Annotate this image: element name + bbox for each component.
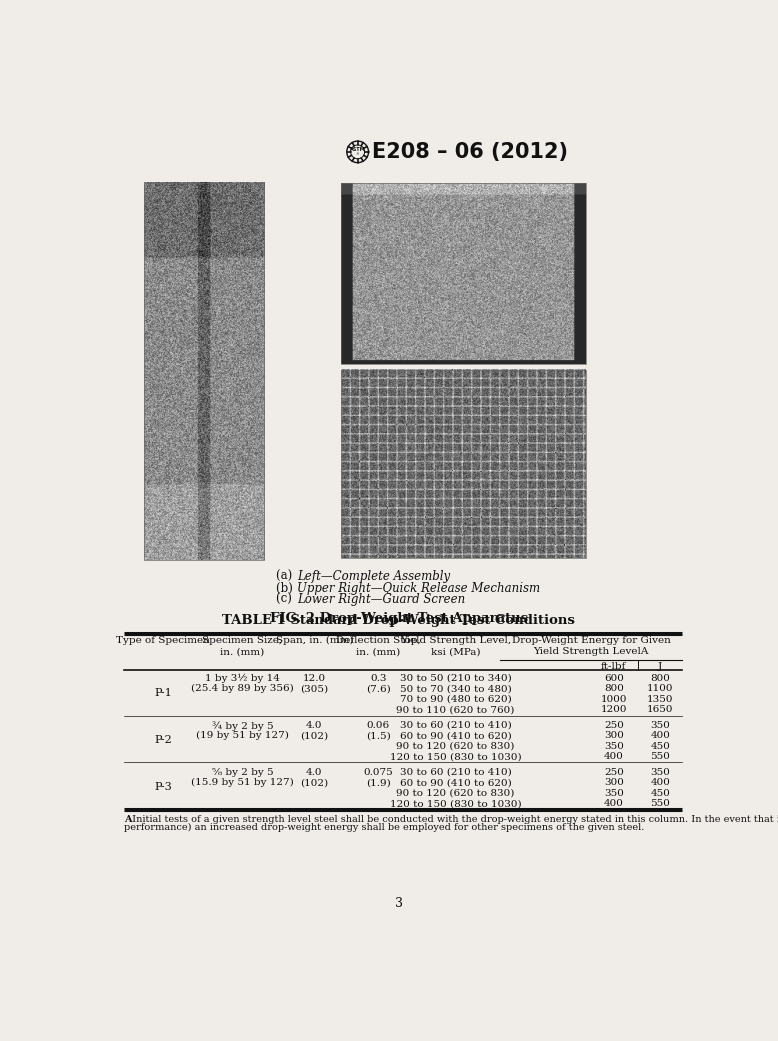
Text: Span, in. (mm): Span, in. (mm) bbox=[275, 636, 353, 645]
Text: Drop-Weight Energy for Given
Yield Strength LevelA: Drop-Weight Energy for Given Yield Stren… bbox=[512, 636, 671, 656]
Text: Type of Specimen: Type of Specimen bbox=[116, 636, 210, 645]
Text: 250: 250 bbox=[604, 721, 624, 730]
Text: 1100: 1100 bbox=[647, 684, 674, 693]
Text: 70 to 90 (480 to 620): 70 to 90 (480 to 620) bbox=[400, 694, 512, 704]
Text: performance) an increased drop-weight energy shall be employed for other specime: performance) an increased drop-weight en… bbox=[124, 823, 645, 833]
Text: 3: 3 bbox=[394, 897, 403, 910]
Text: 300: 300 bbox=[604, 779, 624, 787]
Text: P-3: P-3 bbox=[154, 782, 172, 792]
Bar bbox=[342, 370, 586, 558]
Text: 4.0: 4.0 bbox=[306, 721, 323, 730]
Text: 90 to 120 (620 to 830): 90 to 120 (620 to 830) bbox=[397, 741, 515, 751]
Text: 30 to 60 (210 to 410): 30 to 60 (210 to 410) bbox=[400, 721, 512, 730]
Text: Initial tests of a given strength level steel shall be conducted with the drop-w: Initial tests of a given strength level … bbox=[129, 815, 778, 824]
Text: 4.0: 4.0 bbox=[306, 768, 323, 777]
Text: ®: ® bbox=[356, 153, 359, 156]
Text: 250: 250 bbox=[604, 768, 624, 777]
Text: 350: 350 bbox=[604, 741, 624, 751]
Text: 600: 600 bbox=[604, 674, 624, 683]
Text: 400: 400 bbox=[650, 731, 670, 740]
Text: 120 to 150 (830 to 1030): 120 to 150 (830 to 1030) bbox=[390, 799, 521, 808]
Text: E208 – 06 (2012): E208 – 06 (2012) bbox=[372, 142, 568, 161]
Text: 1200: 1200 bbox=[601, 705, 627, 714]
Text: A: A bbox=[124, 815, 132, 823]
Text: ft-lbf: ft-lbf bbox=[601, 662, 626, 670]
Text: Lower Right—Guard Screen: Lower Right—Guard Screen bbox=[297, 593, 465, 606]
Text: ⅝ by 2 by 5: ⅝ by 2 by 5 bbox=[212, 768, 273, 777]
Text: 1650: 1650 bbox=[647, 705, 674, 714]
Text: 550: 550 bbox=[650, 799, 670, 808]
Text: 0.3: 0.3 bbox=[370, 674, 387, 683]
Text: 800: 800 bbox=[604, 684, 624, 693]
Text: (b): (b) bbox=[275, 582, 300, 594]
Text: ¾ by 2 by 5: ¾ by 2 by 5 bbox=[212, 721, 273, 731]
Text: 1350: 1350 bbox=[647, 694, 674, 704]
Text: Left—Complete Assembly: Left—Complete Assembly bbox=[297, 570, 450, 583]
Text: Upper Right—Quick Release Mechanism: Upper Right—Quick Release Mechanism bbox=[297, 582, 541, 594]
Text: 350: 350 bbox=[650, 721, 670, 730]
Text: J: J bbox=[658, 662, 662, 670]
Text: 350: 350 bbox=[604, 789, 624, 797]
Text: (15.9 by 51 by 127): (15.9 by 51 by 127) bbox=[191, 779, 294, 787]
Text: 450: 450 bbox=[650, 741, 670, 751]
Text: 30 to 50 (210 to 340): 30 to 50 (210 to 340) bbox=[400, 674, 512, 683]
Text: TABLE 1 Standard Drop-Weight Test Conditions: TABLE 1 Standard Drop-Weight Test Condit… bbox=[223, 614, 575, 627]
Text: FIG. 2 Drop-Weight Test Apparatus: FIG. 2 Drop-Weight Test Apparatus bbox=[270, 612, 527, 626]
Text: (19 by 51 by 127): (19 by 51 by 127) bbox=[196, 731, 289, 740]
Text: 1000: 1000 bbox=[601, 694, 627, 704]
Bar bbox=[342, 182, 586, 363]
Text: 400: 400 bbox=[604, 752, 624, 761]
Text: 60 to 90 (410 to 620): 60 to 90 (410 to 620) bbox=[400, 731, 512, 740]
Text: 400: 400 bbox=[650, 779, 670, 787]
Text: 300: 300 bbox=[604, 731, 624, 740]
Text: (7.6): (7.6) bbox=[366, 684, 391, 693]
Text: 550: 550 bbox=[650, 752, 670, 761]
Text: 400: 400 bbox=[604, 799, 624, 808]
Text: Yield Strength Level,
ksi (MPa): Yield Strength Level, ksi (MPa) bbox=[400, 636, 511, 656]
Text: ASTM: ASTM bbox=[350, 148, 366, 152]
Text: (c): (c) bbox=[275, 593, 299, 606]
Text: 1 by 3½ by 14: 1 by 3½ by 14 bbox=[205, 674, 280, 683]
Text: Deflection Stop,
in. (mm): Deflection Stop, in. (mm) bbox=[336, 636, 421, 656]
Text: 90 to 120 (620 to 830): 90 to 120 (620 to 830) bbox=[397, 789, 515, 797]
Text: 0.075: 0.075 bbox=[363, 768, 393, 777]
Text: (1.9): (1.9) bbox=[366, 779, 391, 787]
Text: P-1: P-1 bbox=[154, 688, 172, 699]
Text: P-2: P-2 bbox=[154, 735, 172, 745]
Text: 450: 450 bbox=[650, 789, 670, 797]
Text: (102): (102) bbox=[300, 731, 328, 740]
Text: 0.06: 0.06 bbox=[366, 721, 390, 730]
Text: 60 to 90 (410 to 620): 60 to 90 (410 to 620) bbox=[400, 779, 512, 787]
Text: 50 to 70 (340 to 480): 50 to 70 (340 to 480) bbox=[400, 684, 512, 693]
Bar bbox=[144, 182, 264, 560]
Text: 120 to 150 (830 to 1030): 120 to 150 (830 to 1030) bbox=[390, 752, 521, 761]
Text: Specimen Size,
in. (mm): Specimen Size, in. (mm) bbox=[202, 636, 282, 656]
Text: 30 to 60 (210 to 410): 30 to 60 (210 to 410) bbox=[400, 768, 512, 777]
Text: 90 to 110 (620 to 760): 90 to 110 (620 to 760) bbox=[397, 705, 515, 714]
Text: (305): (305) bbox=[300, 684, 328, 693]
Text: (1.5): (1.5) bbox=[366, 731, 391, 740]
Text: 800: 800 bbox=[650, 674, 670, 683]
Text: (25.4 by 89 by 356): (25.4 by 89 by 356) bbox=[191, 684, 294, 693]
Text: (a): (a) bbox=[275, 570, 300, 583]
Text: (102): (102) bbox=[300, 779, 328, 787]
Text: 12.0: 12.0 bbox=[303, 674, 326, 683]
Text: 350: 350 bbox=[650, 768, 670, 777]
